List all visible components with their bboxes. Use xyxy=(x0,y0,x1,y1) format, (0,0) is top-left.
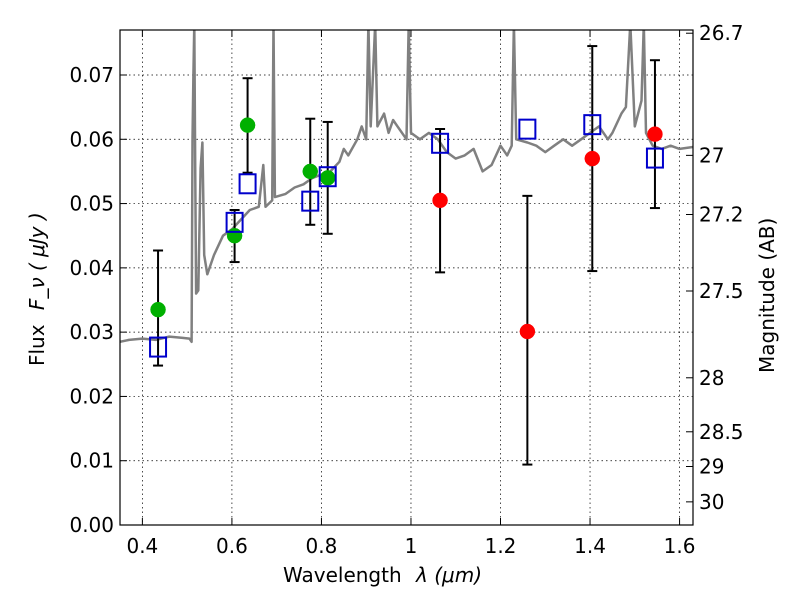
magnitude-tick-label: 29 xyxy=(699,455,724,479)
plot-frame xyxy=(119,29,694,526)
magnitude-tick-label: 27.2 xyxy=(699,203,744,227)
x-tick-label: 1.6 xyxy=(664,534,696,558)
y-axis-unit: F_ν ( μJy ) xyxy=(25,212,49,310)
data-markers xyxy=(149,114,664,358)
x-axis-label: Wavelength xyxy=(283,563,402,587)
model-photometry-square xyxy=(238,173,257,195)
y-axis-label: Flux xyxy=(25,324,49,366)
x-tick-label: 0.8 xyxy=(306,534,338,558)
x-tick-label: 1.2 xyxy=(485,534,517,558)
green-data-point xyxy=(226,227,243,244)
right-axis-label: Magnitude (AB) xyxy=(755,218,779,373)
red-data-point xyxy=(584,150,601,167)
model-photometry-square xyxy=(431,132,450,154)
y-tick-label: 0.07 xyxy=(69,63,114,87)
model-photometry-square xyxy=(645,147,664,169)
green-data-point xyxy=(239,117,256,133)
model-photometry-square xyxy=(318,166,337,188)
y-tick-label: 0.05 xyxy=(69,192,114,216)
model-photometry-square xyxy=(149,336,168,358)
x-tick-label: 0.6 xyxy=(216,534,248,558)
y-tick-label: 0.06 xyxy=(69,127,114,151)
y-tick-label: 0.02 xyxy=(69,384,114,408)
x-axis-title: Wavelength λ (μm) xyxy=(283,563,482,587)
x-axis-ticks: 0.4 0.6 0.8 1 1.2 1.4 1.6 xyxy=(126,30,695,558)
green-data-point xyxy=(302,163,319,180)
y-tick-label: 0.04 xyxy=(69,256,114,280)
y-axis-title: Flux F_ν ( μJy ) xyxy=(25,212,49,366)
magnitude-axis-ticks: 26.7 27 27.2 27.5 28 28.5 29 30 xyxy=(686,21,744,514)
model-photometry-square xyxy=(583,114,602,136)
red-data-point xyxy=(519,323,536,340)
y-tick-label: 0.01 xyxy=(69,449,114,473)
x-tick-label: 1.4 xyxy=(574,534,606,558)
magnitude-tick-label: 27 xyxy=(699,143,724,167)
y-tick-label: 0.00 xyxy=(69,513,114,537)
x-axis-unit: λ (μm) xyxy=(415,563,482,587)
x-tick-label: 1 xyxy=(405,534,418,558)
model-photometry-square xyxy=(301,190,320,212)
magnitude-tick-label: 28 xyxy=(699,366,724,390)
model-photometry-square xyxy=(225,211,244,233)
magnitude-tick-label: 28.5 xyxy=(699,420,744,444)
y-axis-ticks: 0.00 0.01 0.02 0.03 0.04 0.05 0.06 0.07 xyxy=(69,63,127,537)
red-data-point xyxy=(647,126,663,142)
model-spectrum xyxy=(120,30,693,344)
red-data-point xyxy=(432,192,448,209)
model-spectrum-line xyxy=(120,30,693,344)
magnitude-tick-label: 27.5 xyxy=(699,279,744,303)
model-photometry-square xyxy=(518,118,537,140)
green-data-point xyxy=(150,301,166,318)
green-data-point xyxy=(319,170,336,186)
magnitude-tick-label: 26.7 xyxy=(699,21,744,45)
y-tick-label: 0.03 xyxy=(69,320,114,344)
x-tick-label: 0.4 xyxy=(126,534,158,558)
magnitude-tick-label: 30 xyxy=(699,490,724,514)
